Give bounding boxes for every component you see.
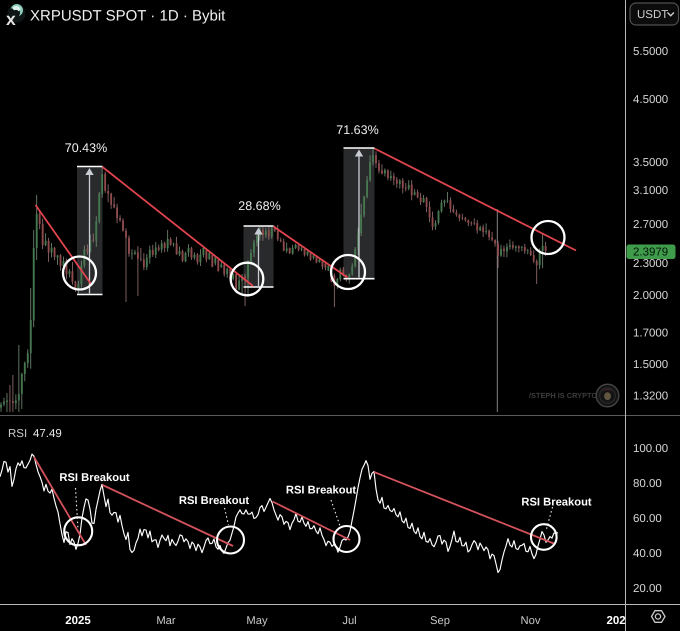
- svg-text:60.00: 60.00: [633, 513, 662, 525]
- svg-text:USDT: USDT: [637, 9, 668, 21]
- svg-text:Sep: Sep: [430, 615, 450, 627]
- svg-text:28.68%: 28.68%: [238, 199, 280, 213]
- svg-text:1.3200: 1.3200: [633, 391, 668, 403]
- svg-text:1.5000: 1.5000: [633, 359, 668, 371]
- svg-text:2.0000: 2.0000: [633, 290, 668, 302]
- svg-text:2.3000: 2.3000: [633, 258, 668, 270]
- svg-text:40.00: 40.00: [633, 548, 662, 560]
- svg-text:3.5000: 3.5000: [633, 157, 668, 169]
- svg-text:RSI Breakout: RSI Breakout: [286, 485, 357, 497]
- svg-text:5.5000: 5.5000: [633, 46, 668, 58]
- svg-text:80.00: 80.00: [633, 478, 662, 490]
- svg-text:20.00: 20.00: [633, 583, 662, 595]
- svg-text:1.7000: 1.7000: [633, 328, 668, 340]
- svg-text:100.00: 100.00: [633, 443, 668, 455]
- svg-text:/STEPH IS CRYPTO: /STEPH IS CRYPTO: [529, 391, 597, 400]
- svg-text:47.49: 47.49: [33, 428, 62, 440]
- svg-text:Mar: Mar: [156, 615, 176, 627]
- svg-text:71.63%: 71.63%: [336, 123, 378, 137]
- svg-text:Jul: Jul: [342, 615, 356, 627]
- svg-text:RSI Breakout: RSI Breakout: [521, 497, 592, 509]
- svg-text:RSI Breakout: RSI Breakout: [179, 495, 250, 507]
- svg-text:70.43%: 70.43%: [65, 141, 107, 155]
- svg-text:3.1000: 3.1000: [633, 185, 668, 197]
- svg-text:2.7000: 2.7000: [633, 219, 668, 231]
- svg-text:May: May: [246, 615, 268, 627]
- svg-text:2.3979: 2.3979: [633, 247, 668, 259]
- svg-text:202: 202: [607, 615, 626, 627]
- svg-text:Nov: Nov: [521, 615, 541, 627]
- svg-text:XRPUSDT SPOT · 1D · Bybit: XRPUSDT SPOT · 1D · Bybit: [30, 8, 226, 25]
- svg-text:x: x: [6, 9, 16, 29]
- svg-text:RSI Breakout: RSI Breakout: [59, 472, 130, 484]
- svg-text:2025: 2025: [65, 615, 91, 627]
- svg-text:4.5000: 4.5000: [633, 94, 668, 106]
- svg-text:RSI: RSI: [8, 428, 27, 440]
